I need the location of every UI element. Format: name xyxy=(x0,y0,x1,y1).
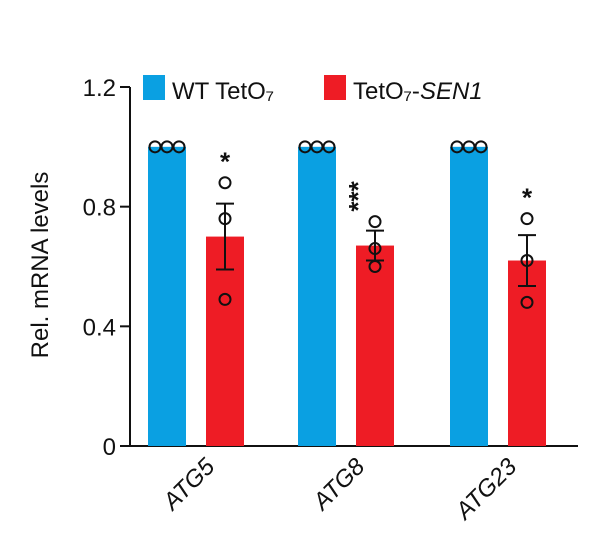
significance-marker: * xyxy=(220,147,231,177)
legend-label-sen1-prefix: TetO₇- xyxy=(353,78,420,105)
y-axis-label: Rel. mRNA levels xyxy=(27,172,54,359)
data-point xyxy=(218,292,232,306)
bar xyxy=(508,260,546,446)
data-point xyxy=(520,254,534,268)
data-point xyxy=(368,242,382,256)
y-tick-label: 0 xyxy=(103,434,116,461)
legend: WT TetO₇ TetO₇-SEN1 xyxy=(143,75,483,105)
data-point xyxy=(368,215,382,229)
bars xyxy=(148,146,546,447)
data-point xyxy=(322,140,336,154)
y-tick-label: 0.4 xyxy=(83,314,116,341)
data-point xyxy=(218,212,232,226)
data-point xyxy=(474,140,488,154)
x-tick-label: ATG8 xyxy=(307,453,371,517)
data-point xyxy=(520,212,534,226)
y-tick-label: 0.8 xyxy=(83,195,116,222)
significance-marker: *** xyxy=(343,180,373,211)
bar xyxy=(356,245,394,446)
x-tick-label: ATG5 xyxy=(157,453,221,517)
legend-label-wt: WT TetO₇ xyxy=(172,78,274,105)
data-point xyxy=(172,140,186,154)
data-point xyxy=(368,260,382,273)
data-point xyxy=(218,176,232,190)
y-tick-label: 1.2 xyxy=(83,75,116,102)
bar xyxy=(298,146,336,447)
legend-swatch-wt xyxy=(143,75,165,100)
data-point xyxy=(520,295,534,309)
legend-label-sen1: TetO₇-SEN1 xyxy=(353,78,483,105)
legend-swatch-sen1 xyxy=(324,75,346,100)
x-tick-label: ATG23 xyxy=(449,453,522,526)
bar xyxy=(450,146,488,447)
legend-label-sen1-gene: SEN1 xyxy=(420,78,483,105)
data-points: **** * xyxy=(148,140,534,309)
bar xyxy=(148,146,186,447)
significance-marker: * xyxy=(522,183,533,213)
bar xyxy=(206,236,244,446)
